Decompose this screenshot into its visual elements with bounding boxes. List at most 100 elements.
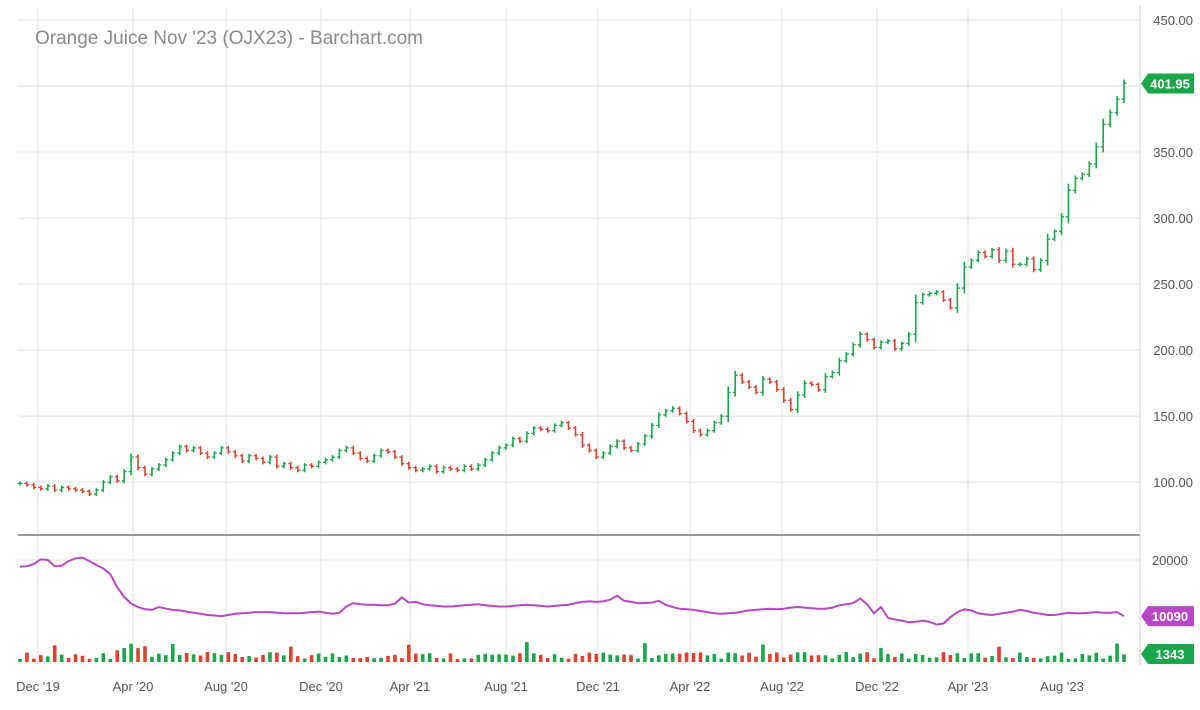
volume-bar [275, 652, 279, 662]
volume-bar [1087, 655, 1092, 662]
volume-bar [656, 655, 661, 662]
volume-bar [823, 655, 828, 662]
volume-bar [18, 659, 22, 662]
volume-bar [247, 656, 251, 662]
volume-bar [302, 658, 307, 662]
volume-bar [733, 653, 737, 662]
volume-bar [94, 657, 99, 662]
volume-marks [18, 642, 1126, 662]
volume-bar [400, 658, 404, 662]
volume-bar [851, 657, 856, 662]
volume-bar [1059, 652, 1064, 662]
x-axis-labels: Dec '19 Apr '20 Aug '20 Dec '20 Apr '21 Aug '… [16, 679, 1084, 694]
volume-bar [941, 652, 946, 662]
volume-bar [1045, 656, 1050, 662]
grid [18, 8, 1140, 665]
x-tick-label: Apr '20 [113, 679, 154, 694]
volume-bar [66, 657, 71, 662]
volume-bar [80, 655, 85, 662]
price-marks [17, 79, 1127, 497]
x-tick-label: Aug '23 [1040, 679, 1084, 694]
volume-bar [316, 653, 321, 662]
volume-bar [691, 653, 696, 662]
x-tick-label: Aug '22 [760, 679, 804, 694]
volume-bar [976, 653, 980, 662]
volume-bar [191, 654, 196, 662]
y-tick-label: 200.00 [1153, 343, 1193, 358]
volume-bar [372, 658, 376, 662]
volume-bar [504, 654, 508, 662]
volume-bar [323, 656, 328, 662]
volume-bar [1038, 658, 1043, 662]
volume-bar [427, 653, 432, 662]
volume-bar [816, 655, 821, 662]
indicator-value-badge: 10090 [1141, 606, 1194, 627]
volume-bar [1080, 654, 1085, 662]
volume-bar [900, 653, 904, 662]
volume-bar [240, 657, 244, 662]
x-tick-label: Aug '20 [204, 679, 248, 694]
volume-bar [781, 657, 786, 662]
y-axis-labels: 100.00 150.00 200.00 250.00 300.00 350.00 450.… [1152, 13, 1193, 568]
volume-bar [830, 658, 835, 662]
indicator-level-label: 20000 [1152, 553, 1188, 568]
volume-bar [844, 652, 849, 662]
volume-bar [476, 654, 481, 662]
volume-bar [511, 655, 515, 662]
volume-bar [108, 658, 113, 662]
volume-bar [719, 658, 724, 662]
volume-bar [622, 654, 626, 662]
volume-bar [1073, 658, 1078, 662]
last-price-badge: 401.95 [1141, 73, 1194, 94]
volume-bar [1101, 658, 1105, 662]
volume-bar [379, 657, 383, 662]
volume-bar [198, 655, 203, 662]
volume-bar [157, 653, 161, 662]
volume-bar [518, 653, 522, 662]
volume-bar [490, 654, 494, 662]
volume-bar [59, 654, 64, 662]
volume-bar [1004, 657, 1008, 662]
x-tick-label: Dec '22 [855, 679, 899, 694]
volume-bar [233, 653, 238, 662]
volume-bar [1108, 655, 1112, 662]
volume-bar [670, 653, 675, 662]
volume-bar [25, 652, 29, 662]
volume-bar [795, 652, 800, 662]
volume-bar [483, 653, 488, 662]
volume-bar [184, 652, 189, 662]
y-tick-label: 350.00 [1153, 145, 1193, 160]
volume-bar [865, 652, 869, 662]
volume-bar [920, 655, 925, 662]
volume-bar [1066, 658, 1071, 662]
volume-bar [170, 644, 175, 662]
volume-bar [601, 652, 606, 662]
chart-title: Orange Juice Nov '23 (OJX23) - Barchart.… [35, 28, 423, 49]
volume-bar [955, 653, 960, 662]
x-tick-label: Dec '19 [16, 679, 60, 694]
volume-bar [545, 657, 550, 662]
volume-bar [129, 643, 133, 662]
volume-bar [136, 648, 140, 662]
volume-bar [608, 654, 612, 662]
indicator-line [19, 556, 1125, 626]
x-tick-label: Aug '21 [484, 679, 528, 694]
volume-bar [532, 653, 536, 662]
volume-bar [226, 652, 231, 662]
volume-bar [643, 643, 647, 662]
volume-bar [39, 655, 43, 662]
volume-bar [122, 648, 126, 662]
volume-bar [615, 655, 619, 662]
x-tick-label: Apr '21 [390, 679, 431, 694]
volume-bar [1018, 652, 1022, 662]
volume-bar [538, 654, 543, 662]
volume-bar [969, 653, 974, 662]
value-badges: 401.95 10090 1343 [1141, 73, 1194, 664]
volume-bar [337, 657, 342, 662]
volume-bar [684, 652, 689, 662]
volume-bar [754, 656, 758, 662]
volume-bar [997, 646, 1001, 662]
volume-bar [934, 657, 939, 662]
volume-bar [309, 655, 314, 662]
volume-bar [525, 642, 529, 662]
